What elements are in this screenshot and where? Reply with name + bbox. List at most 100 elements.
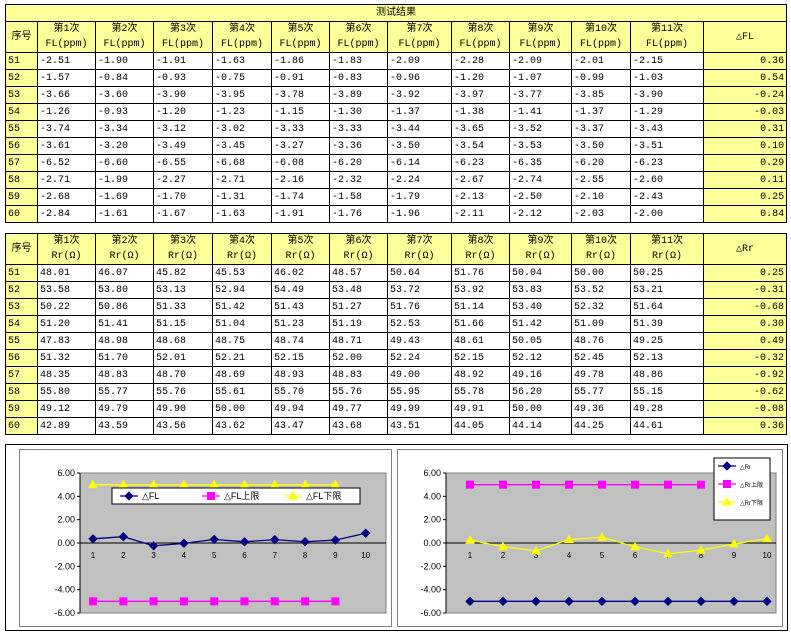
- table-cell[interactable]: 49.79: [95, 400, 154, 418]
- table-cell[interactable]: -1.91: [271, 205, 330, 223]
- fl-col-header[interactable]: 第3次 FL(ppm): [153, 21, 213, 53]
- fl-delta-cell[interactable]: 0.10: [702, 137, 788, 155]
- table-cell[interactable]: -3.51: [630, 137, 704, 155]
- table-cell[interactable]: -1.91: [153, 52, 213, 70]
- sheet-title[interactable]: 测试结果: [4, 4, 788, 22]
- row-index[interactable]: 52: [5, 281, 38, 299]
- table-cell[interactable]: 48.71: [329, 332, 388, 350]
- table-cell[interactable]: -2.12: [509, 205, 572, 223]
- rr-delta-cell[interactable]: 0.49: [703, 332, 787, 350]
- table-cell[interactable]: -1.67: [153, 205, 213, 223]
- table-cell[interactable]: 42.89: [37, 417, 96, 435]
- table-cell[interactable]: -2.55: [571, 171, 631, 189]
- table-cell[interactable]: 51.42: [212, 298, 272, 316]
- table-cell[interactable]: 53.52: [571, 281, 631, 299]
- table-cell[interactable]: 52.45: [571, 349, 631, 367]
- rr-col-header[interactable]: 第10次 Rr(Ω): [571, 233, 631, 265]
- row-index[interactable]: 54: [5, 103, 38, 121]
- table-cell[interactable]: 55.78: [451, 383, 510, 401]
- fl-col-header[interactable]: 第6次 FL(ppm): [329, 21, 388, 53]
- table-cell[interactable]: -2.01: [571, 52, 631, 70]
- table-cell[interactable]: 49.25: [630, 332, 704, 350]
- table-cell[interactable]: 48.76: [571, 332, 631, 350]
- table-cell[interactable]: -6.52: [37, 154, 96, 172]
- row-index[interactable]: 56: [5, 349, 38, 367]
- rr-col-header[interactable]: 第6次 Rr(Ω): [329, 233, 388, 265]
- table-cell[interactable]: -2.50: [509, 188, 572, 206]
- row-index[interactable]: 53: [5, 298, 38, 316]
- table-cell[interactable]: -2.60: [630, 171, 704, 189]
- table-cell[interactable]: -2.03: [571, 205, 631, 223]
- rr-col-header[interactable]: 第5次 Rr(Ω): [271, 233, 330, 265]
- table-cell[interactable]: 48.35: [37, 366, 96, 384]
- rr-chart[interactable]: 6.004.002.000.00-2.00-4.00-6.00123456789…: [397, 449, 783, 627]
- table-cell[interactable]: -2.00: [630, 205, 704, 223]
- table-cell[interactable]: 52.53: [387, 315, 452, 333]
- rr-col-header[interactable]: 第3次 Rr(Ω): [153, 233, 213, 265]
- fl-delta-header[interactable]: △FL: [702, 21, 788, 53]
- row-index[interactable]: 59: [5, 400, 38, 418]
- table-cell[interactable]: -2.13: [451, 188, 510, 206]
- row-index[interactable]: 60: [5, 417, 38, 435]
- table-cell[interactable]: -2.27: [153, 171, 213, 189]
- fl-delta-cell[interactable]: 0.84: [702, 205, 788, 223]
- table-cell[interactable]: 51.42: [509, 315, 572, 333]
- table-cell[interactable]: -6.14: [387, 154, 452, 172]
- table-cell[interactable]: 44.61: [630, 417, 704, 435]
- table-cell[interactable]: 48.70: [153, 366, 213, 384]
- table-cell[interactable]: 49.94: [271, 400, 330, 418]
- rr-col-header[interactable]: 第8次 Rr(Ω): [451, 233, 510, 265]
- table-cell[interactable]: -1.23: [212, 103, 272, 121]
- table-cell[interactable]: -3.92: [387, 86, 452, 104]
- table-cell[interactable]: 44.25: [571, 417, 631, 435]
- table-cell[interactable]: 48.75: [212, 332, 272, 350]
- table-cell[interactable]: 52.13: [630, 349, 704, 367]
- table-cell[interactable]: -3.49: [153, 137, 213, 155]
- table-cell[interactable]: -3.95: [212, 86, 272, 104]
- row-index[interactable]: 54: [5, 315, 38, 333]
- table-cell[interactable]: 52.94: [212, 281, 272, 299]
- fl-col-header[interactable]: 第9次 FL(ppm): [509, 21, 572, 53]
- table-cell[interactable]: -3.36: [329, 137, 388, 155]
- table-cell[interactable]: -6.68: [212, 154, 272, 172]
- table-cell[interactable]: 46.02: [271, 264, 330, 282]
- table-cell[interactable]: -2.84: [37, 205, 96, 223]
- table-cell[interactable]: 51.20: [37, 315, 96, 333]
- table-cell[interactable]: 50.05: [509, 332, 572, 350]
- table-cell[interactable]: -6.20: [571, 154, 631, 172]
- table-cell[interactable]: 50.86: [95, 298, 154, 316]
- table-cell[interactable]: -1.58: [329, 188, 388, 206]
- row-index[interactable]: 57: [5, 366, 38, 384]
- table-cell[interactable]: 53.21: [630, 281, 704, 299]
- rr-col-header[interactable]: 第2次 Rr(Ω): [95, 233, 154, 265]
- table-cell[interactable]: -1.63: [212, 205, 272, 223]
- table-cell[interactable]: 51.64: [630, 298, 704, 316]
- table-cell[interactable]: -3.44: [387, 120, 452, 138]
- table-cell[interactable]: -6.08: [271, 154, 330, 172]
- table-cell[interactable]: -2.71: [37, 171, 96, 189]
- table-cell[interactable]: 52.24: [387, 349, 452, 367]
- seq-header[interactable]: 序号: [5, 21, 38, 53]
- table-cell[interactable]: 51.76: [451, 264, 510, 282]
- table-cell[interactable]: 54.49: [271, 281, 330, 299]
- table-cell[interactable]: -3.33: [329, 120, 388, 138]
- table-cell[interactable]: 48.93: [271, 366, 330, 384]
- table-cell[interactable]: 48.86: [630, 366, 704, 384]
- table-cell[interactable]: -2.74: [509, 171, 572, 189]
- table-cell[interactable]: 53.80: [95, 281, 154, 299]
- table-cell[interactable]: -2.16: [271, 171, 330, 189]
- table-cell[interactable]: -1.99: [95, 171, 154, 189]
- rr-delta-cell[interactable]: -0.68: [703, 298, 787, 316]
- table-cell[interactable]: -3.90: [630, 86, 704, 104]
- table-cell[interactable]: -2.09: [509, 52, 572, 70]
- table-cell[interactable]: -6.55: [153, 154, 213, 172]
- table-cell[interactable]: 43.56: [153, 417, 213, 435]
- table-cell[interactable]: 49.91: [451, 400, 510, 418]
- row-index[interactable]: 51: [5, 52, 38, 70]
- table-cell[interactable]: -3.45: [212, 137, 272, 155]
- table-cell[interactable]: 52.12: [509, 349, 572, 367]
- rr-delta-cell[interactable]: 0.36: [703, 417, 787, 435]
- table-cell[interactable]: -3.50: [387, 137, 452, 155]
- rr-col-header[interactable]: 第11次 Rr(Ω): [630, 233, 704, 265]
- table-cell[interactable]: 51.19: [329, 315, 388, 333]
